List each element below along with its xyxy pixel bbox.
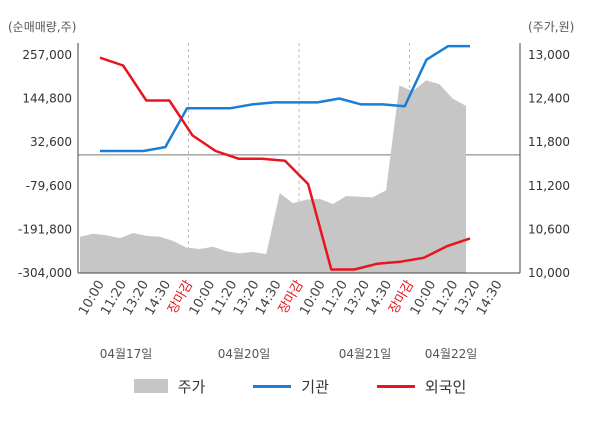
date-label: 04월21일: [339, 347, 392, 361]
legend-item-price: 주가: [133, 376, 206, 397]
axis-lines: [77, 43, 521, 274]
legend-swatch-foreign: [376, 384, 415, 388]
legend-item-foreign: 외국인: [376, 376, 467, 397]
right-axis-unit: (주가,원): [528, 20, 575, 34]
legend-label-foreign: 외국인: [424, 377, 467, 396]
legend-label-price: 주가: [177, 377, 206, 396]
right-tick-label: 13,000: [528, 48, 570, 62]
right-tick-label: 10,000: [528, 266, 570, 280]
foreign-line: [99, 56, 471, 271]
left-axis-unit: (순매매량,주): [8, 20, 77, 34]
legend-item-institution: 기관: [253, 376, 329, 397]
date-label: 04월20일: [218, 347, 271, 361]
left-tick-label: -304,000: [18, 266, 72, 280]
right-tick-label: 10,600: [528, 222, 570, 236]
left-tick-label: -79,600: [26, 179, 72, 193]
price-area-layer: [80, 80, 466, 274]
left-tick-label: -191,800: [18, 222, 72, 236]
price-area: [80, 80, 466, 274]
legend: 주가 기관 외국인: [0, 374, 600, 398]
legend-label-institution: 기관: [301, 377, 329, 396]
right-tick-label: 11,200: [528, 179, 570, 193]
left-tick-label: 32,600: [30, 135, 72, 149]
legend-swatch-institution: [253, 384, 292, 388]
legend-swatch-price: [133, 379, 168, 393]
date-label: 04월17일: [100, 347, 153, 361]
date-label: 04월22일: [425, 347, 478, 361]
series-lines: [99, 44, 471, 271]
right-tick-label: 11,800: [528, 135, 570, 149]
institution-line: [100, 44, 470, 153]
right-tick-label: 12,400: [528, 92, 570, 106]
left-tick-label: 144,800: [22, 92, 72, 106]
left-tick-label: 257,000: [22, 48, 72, 62]
